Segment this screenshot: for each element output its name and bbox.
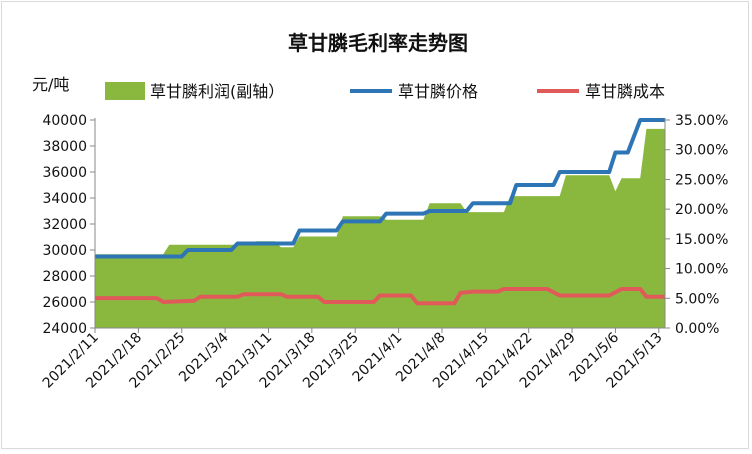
legend-label-cost: 草甘膦成本 [585, 82, 665, 101]
y-tick-label-right: 30.00% [675, 143, 728, 159]
y-tick-label-left: 32000 [42, 217, 87, 233]
y-tick-label-left: 36000 [42, 165, 87, 181]
y-tick-label-right: 0.00% [675, 321, 719, 337]
y-tick-label-right: 20.00% [675, 202, 728, 218]
y-tick-label-right: 35.00% [675, 113, 728, 129]
y-tick-label-left: 26000 [42, 295, 87, 311]
series-line-2 [95, 287, 665, 306]
legend-label-price: 草甘膦价格 [398, 82, 478, 101]
y-tick-label-right: 15.00% [675, 232, 728, 248]
y-tick-label-left: 24000 [42, 321, 87, 337]
series-area-0 [95, 128, 665, 328]
y-tick-label-left: 30000 [42, 243, 87, 259]
chart-title: 草甘膦毛利率走势图 [288, 31, 468, 55]
y-tick-label-left: 40000 [42, 113, 87, 129]
legend-swatch-profit [105, 82, 145, 100]
y-tick-label-right: 5.00% [675, 291, 719, 307]
y-tick-label-left: 34000 [42, 191, 87, 207]
y-tick-label-left: 38000 [42, 139, 87, 155]
plot-area [95, 118, 665, 328]
y-tick-label-left: 28000 [42, 269, 87, 285]
y-tick-label-right: 10.00% [675, 262, 728, 278]
y-tick-label-right: 25.00% [675, 172, 728, 188]
y-axis-unit-label: 元/吨 [32, 75, 69, 94]
legend-label-profit: 草甘膦利润(副轴） [150, 82, 284, 101]
series-line-1 [95, 118, 665, 259]
legend: 草甘膦利润(副轴） 草甘膦价格 草甘膦成本 [105, 82, 665, 101]
